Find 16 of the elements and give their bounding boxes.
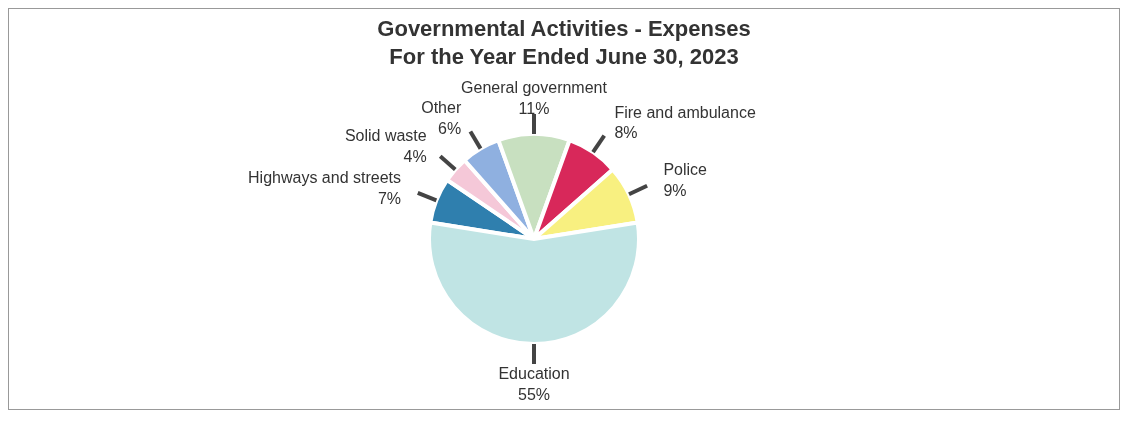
- data-label: 8%: [614, 124, 638, 142]
- slice-label: Highways and streets: [248, 169, 402, 187]
- slice-label: Police: [663, 160, 708, 178]
- slice-label: Education: [498, 364, 570, 382]
- slice-label: Other: [421, 98, 462, 116]
- data-label: 55%: [517, 385, 551, 403]
- chart-subtitle: For the Year Ended June 30, 2023: [388, 43, 740, 71]
- chart-title: Governmental Activities - Expenses: [376, 15, 752, 43]
- data-label: 7%: [377, 189, 402, 207]
- data-label: 11%: [518, 99, 550, 117]
- data-label: 9%: [663, 181, 687, 199]
- data-label: 6%: [438, 119, 462, 137]
- slice-label: General government: [461, 78, 608, 96]
- slice-label: Solid waste: [344, 127, 427, 145]
- slice-label: Fire and ambulance: [614, 103, 756, 121]
- data-label: 4%: [403, 148, 427, 166]
